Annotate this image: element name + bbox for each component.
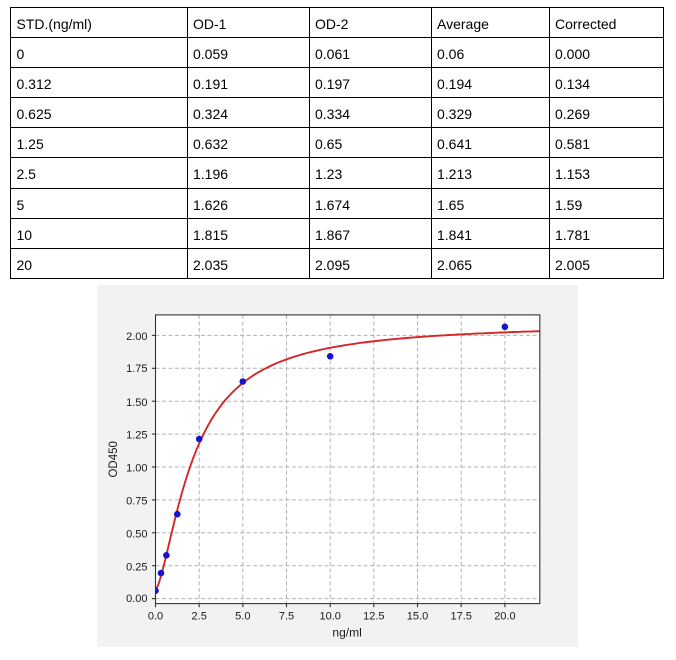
- svg-text:0.25: 0.25: [126, 561, 147, 573]
- svg-text:0.0: 0.0: [148, 611, 163, 623]
- svg-text:1.75: 1.75: [126, 363, 147, 375]
- svg-text:ng/ml: ng/ml: [332, 626, 361, 640]
- svg-text:15.0: 15.0: [407, 611, 428, 623]
- svg-text:12.5: 12.5: [363, 611, 384, 623]
- svg-text:17.5: 17.5: [450, 611, 471, 623]
- svg-text:10.0: 10.0: [319, 611, 340, 623]
- svg-text:1.25: 1.25: [126, 430, 147, 442]
- svg-text:1.00: 1.00: [126, 463, 147, 475]
- svg-text:OD450: OD450: [108, 441, 120, 477]
- svg-text:20.0: 20.0: [494, 611, 515, 623]
- svg-text:5.0: 5.0: [235, 611, 250, 623]
- svg-text:1.50: 1.50: [126, 397, 147, 409]
- svg-text:2.00: 2.00: [126, 331, 147, 343]
- svg-text:0.75: 0.75: [126, 496, 147, 508]
- svg-text:0.50: 0.50: [126, 528, 147, 540]
- svg-text:0.00: 0.00: [126, 593, 147, 605]
- svg-text:2.5: 2.5: [192, 611, 207, 623]
- svg-text:7.5: 7.5: [279, 611, 294, 623]
